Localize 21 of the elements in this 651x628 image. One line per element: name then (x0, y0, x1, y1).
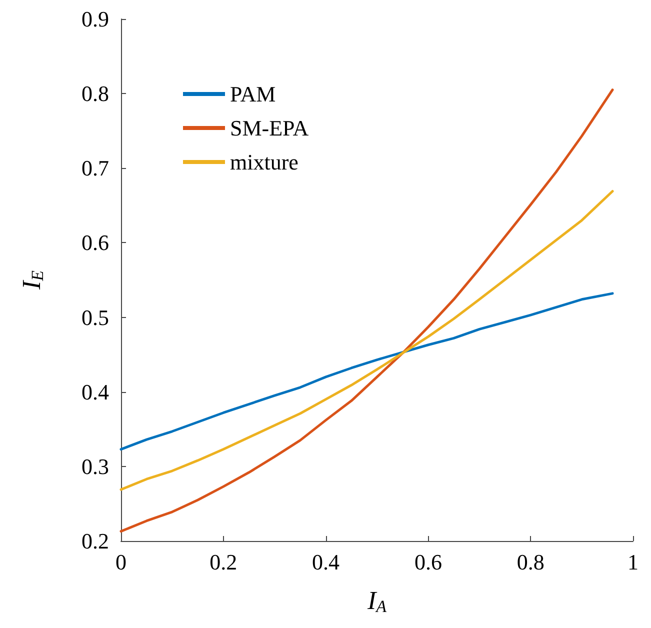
y-tick-label: 0.4 (82, 379, 109, 404)
line-series (120, 190, 614, 491)
y-axis-title: IE (17, 270, 47, 291)
x-tick-label: 0.4 (312, 550, 340, 574)
y-tick-label: 0.7 (82, 156, 109, 181)
y-tick-label: 0.6 (82, 230, 109, 256)
x-tick-label: 0 (116, 550, 126, 574)
line-series (120, 292, 614, 451)
x-tick-label: 0.2 (210, 550, 238, 574)
line-series (120, 88, 614, 533)
y-tick-label: 0.2 (82, 528, 109, 554)
legend-label: mixture (230, 150, 298, 174)
x-tick-label: 1 (628, 550, 638, 574)
y-tick-label: 0.3 (82, 454, 109, 479)
y-tick-label: 0.9 (82, 6, 109, 32)
legend-label: PAM (230, 82, 276, 106)
x-tick-label: 0.6 (414, 550, 442, 574)
legend-label: SM-EPA (230, 116, 309, 140)
y-tick-label: 0.8 (82, 81, 109, 106)
y-tick-label: 0.5 (82, 304, 109, 330)
x-tick-label: 0.8 (516, 550, 544, 574)
